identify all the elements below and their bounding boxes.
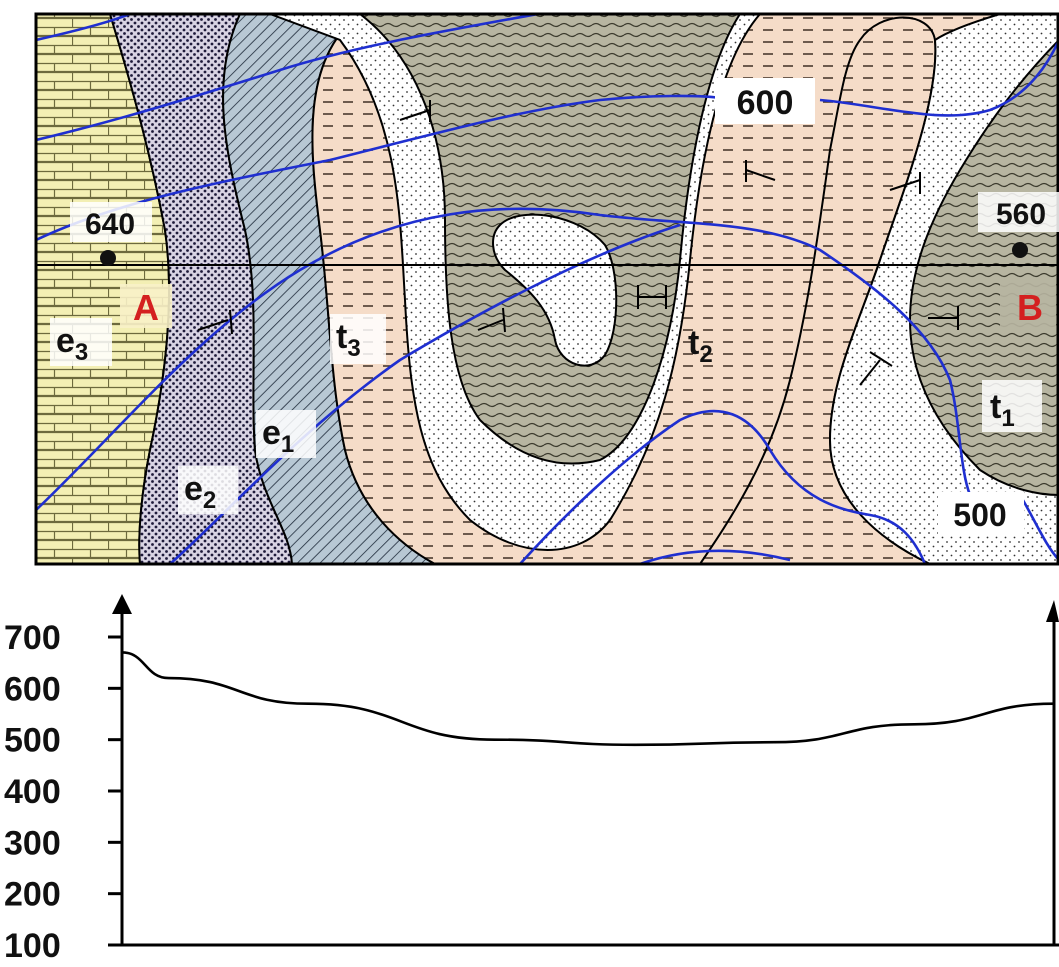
y-tick-label: 600 [4,670,61,708]
point-b-marker [1012,242,1028,258]
contour-label-600: 600 [715,78,815,124]
y-tick-label: 300 [4,824,61,862]
svg-text:B: B [1017,287,1043,328]
svg-text:A: A [133,287,159,328]
y-tick-label: 500 [4,722,61,760]
y-tick-label: 100 [4,927,61,965]
profile-terrain-line [121,651,1055,747]
profile-chart: 700 600 500 400 300 200 100 [4,594,1059,965]
point-b-label: B [1000,282,1056,328]
svg-text:e3: e3 [56,322,88,366]
unit-label-e1: e1 [256,410,316,458]
geologic-map [36,14,1059,564]
elevation-label-a: 640 [70,202,152,242]
unit-label-t1: t1 [982,380,1042,432]
contour-label-500: 500 [938,492,1024,536]
svg-text:t2: t2 [688,324,713,368]
contour-lines [36,14,1059,564]
unit-label-t3: t3 [330,314,386,364]
y-tick-label: 200 [4,876,61,914]
svg-text:e1: e1 [262,414,294,458]
svg-text:t3: t3 [336,318,361,362]
y-tick-label: 700 [4,619,61,657]
y-tick-label: 400 [4,773,61,811]
point-a-label: A [120,284,172,328]
svg-text:t1: t1 [990,388,1015,432]
svg-text:560: 560 [996,198,1046,231]
svg-text:600: 600 [737,84,794,122]
elevation-label-b: 560 [978,192,1059,232]
profile-right-axis-arrow [1046,600,1059,622]
unit-label-t2: t2 [688,324,713,368]
svg-text:500: 500 [953,497,1006,533]
dip-symbols [197,100,959,386]
svg-text:e2: e2 [184,470,216,514]
profile-y-ticks: 700 600 500 400 300 200 100 [4,619,122,965]
profile-left-axis-arrow [112,594,132,614]
svg-text:640: 640 [85,208,135,241]
unit-t2-island [492,213,618,367]
point-a-marker [100,250,116,266]
map-frame [34,12,1059,566]
unit-label-e2: e2 [178,466,238,514]
unit-label-e3: e3 [50,318,112,366]
